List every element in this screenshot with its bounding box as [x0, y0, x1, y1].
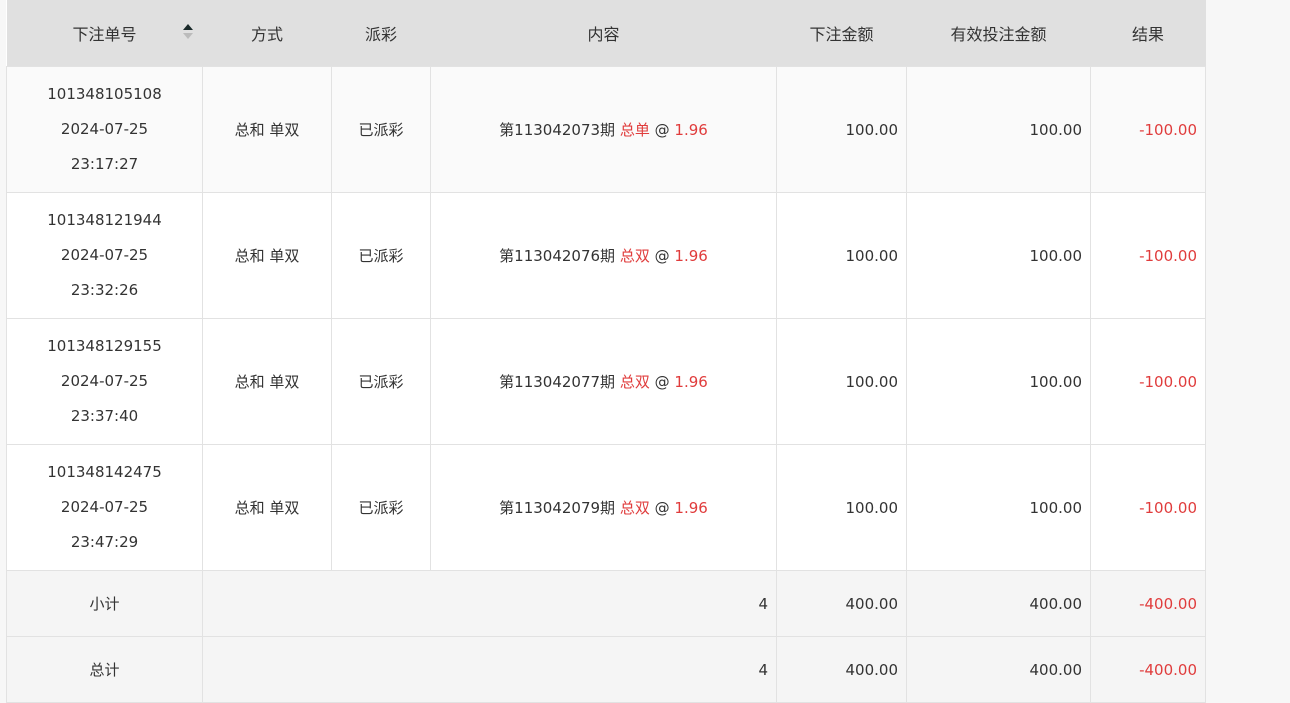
- bet-records-table-wrapper: 下注单号 方式 派彩 内容 下注金额 有效投注金额 结果 10134810510…: [6, 0, 1206, 703]
- total-count: 4: [202, 636, 777, 703]
- method: 总和 单双: [202, 66, 332, 193]
- method: 总和 单双: [202, 444, 332, 571]
- total-valid: 400.00: [906, 636, 1091, 703]
- odds: 1.96: [674, 499, 708, 517]
- table-header: 下注单号 方式 派彩 内容 下注金额 有效投注金额 结果: [6, 0, 1206, 67]
- period: 第113042077期: [499, 373, 616, 391]
- result: -100.00: [1090, 66, 1206, 193]
- order-cell: 101348142475 2024-07-25 23:47:29: [6, 444, 203, 571]
- pick: 总双: [619, 499, 650, 517]
- total-row: 总计 4 400.00 400.00 -400.00: [6, 636, 1206, 703]
- total-label: 总计: [6, 636, 203, 703]
- result: -100.00: [1090, 318, 1206, 445]
- subtotal-label: 小计: [6, 570, 203, 637]
- subtotal-valid: 400.00: [906, 570, 1091, 637]
- content: 第113042079期 总双 @ 1.96: [430, 444, 777, 571]
- bet-amount: 100.00: [776, 192, 907, 319]
- order-cell: 101348121944 2024-07-25 23:32:26: [6, 192, 203, 319]
- header-result: 结果: [1090, 0, 1206, 67]
- at-sign: @: [654, 121, 670, 139]
- sort-icon[interactable]: [182, 24, 193, 39]
- method: 总和 单双: [202, 192, 332, 319]
- order-cell: 101348129155 2024-07-25 23:37:40: [6, 318, 203, 445]
- subtotal-row: 小计 4 400.00 400.00 -400.00: [6, 570, 1206, 637]
- pick: 总双: [619, 373, 650, 391]
- odds: 1.96: [674, 121, 708, 139]
- bet-amount: 100.00: [776, 66, 907, 193]
- valid-amount: 100.00: [906, 444, 1091, 571]
- payout-status: 已派彩: [331, 318, 431, 445]
- order-date: 2024-07-25: [60, 498, 149, 516]
- subtotal-count: 4: [202, 570, 777, 637]
- order-time: 23:47:29: [70, 533, 139, 551]
- total-result: -400.00: [1090, 636, 1206, 703]
- at-sign: @: [654, 499, 670, 517]
- content: 第113042076期 总双 @ 1.96: [430, 192, 777, 319]
- order-time: 23:37:40: [70, 407, 139, 425]
- table-row: 101348129155 2024-07-25 23:37:40 总和 单双 已派彩…: [6, 318, 1206, 445]
- valid-amount: 100.00: [906, 192, 1091, 319]
- period: 第113042079期: [499, 499, 616, 517]
- header-payout: 派彩: [331, 0, 431, 67]
- order-id: 101348105108: [47, 85, 162, 103]
- pick: 总双: [619, 247, 650, 265]
- order-id: 101348121944: [47, 211, 162, 229]
- total-amount: 400.00: [776, 636, 907, 703]
- bet-amount: 100.00: [776, 444, 907, 571]
- header-order-id[interactable]: 下注单号: [6, 0, 203, 67]
- odds: 1.96: [674, 247, 708, 265]
- order-id: 101348142475: [47, 463, 162, 481]
- header-method: 方式: [202, 0, 332, 67]
- at-sign: @: [654, 247, 670, 265]
- at-sign: @: [654, 373, 670, 391]
- order-cell: 101348105108 2024-07-25 23:17:27: [6, 66, 203, 193]
- order-date: 2024-07-25: [60, 372, 149, 390]
- header-valid-amount: 有效投注金额: [906, 0, 1091, 67]
- table-row: 101348121944 2024-07-25 23:32:26 总和 单双 已派彩…: [6, 192, 1206, 319]
- order-date: 2024-07-25: [60, 120, 149, 138]
- method: 总和 单双: [202, 318, 332, 445]
- result: -100.00: [1090, 192, 1206, 319]
- odds: 1.96: [674, 373, 708, 391]
- pick: 总单: [619, 121, 650, 139]
- table-row: 101348142475 2024-07-25 23:47:29 总和 单双 已派彩…: [6, 444, 1206, 571]
- order-time: 23:17:27: [70, 155, 139, 173]
- payout-status: 已派彩: [331, 444, 431, 571]
- bet-amount: 100.00: [776, 318, 907, 445]
- content: 第113042073期 总单 @ 1.96: [430, 66, 777, 193]
- valid-amount: 100.00: [906, 318, 1091, 445]
- period: 第113042076期: [499, 247, 616, 265]
- content: 第113042077期 总双 @ 1.96: [430, 318, 777, 445]
- header-label: 下注单号: [72, 25, 137, 44]
- order-time: 23:32:26: [70, 281, 139, 299]
- header-bet-amount: 下注金额: [776, 0, 907, 67]
- table-row: 101348105108 2024-07-25 23:17:27 总和 单双 已派彩…: [6, 66, 1206, 193]
- period: 第113042073期: [499, 121, 616, 139]
- subtotal-amount: 400.00: [776, 570, 907, 637]
- subtotal-result: -400.00: [1090, 570, 1206, 637]
- order-date: 2024-07-25: [60, 246, 149, 264]
- payout-status: 已派彩: [331, 66, 431, 193]
- valid-amount: 100.00: [906, 66, 1091, 193]
- result: -100.00: [1090, 444, 1206, 571]
- bet-records-table: 下注单号 方式 派彩 内容 下注金额 有效投注金额 结果 10134810510…: [6, 0, 1206, 703]
- order-id: 101348129155: [47, 337, 162, 355]
- payout-status: 已派彩: [331, 192, 431, 319]
- header-content: 内容: [430, 0, 777, 67]
